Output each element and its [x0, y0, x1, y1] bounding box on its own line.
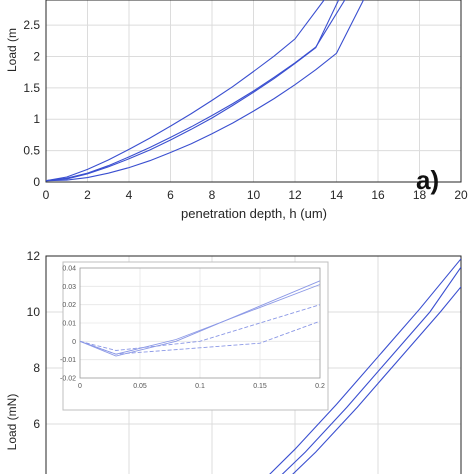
panel-a-x-tick-label: 16	[371, 188, 385, 202]
panel-a-y-axis-label: Load (m	[5, 28, 19, 72]
inset-y-tick-label: -0.01	[60, 357, 76, 364]
panel-a-x-tick-label: 10	[247, 188, 261, 202]
panel-b-series	[269, 258, 461, 474]
inset-series	[79, 280, 321, 357]
inset-x-tick-label: 0.1	[195, 383, 205, 390]
panel-a-series-line-1	[46, 0, 325, 182]
inset-y-tick-label: 0.01	[62, 321, 76, 328]
inset-y-tick-label: 0	[72, 339, 76, 346]
panel-b-y-tick-label: 12	[27, 249, 41, 263]
panel-a-y-tick-label: 2	[33, 49, 40, 63]
panel-a-y-tick-label: 0.5	[23, 144, 40, 158]
inset-x-tick-labels: 0 0.05 0.1 0.15 0.2	[78, 383, 325, 390]
panel-a-x-tick-label: 6	[167, 188, 174, 202]
panel-b-series-line-2	[281, 266, 461, 474]
inset: 0 0.05 0.1 0.15 0.2 0.04 0.03 0.02 0.01 0 -0.01 -0…	[60, 261, 329, 411]
panel-b-series-line-3	[292, 286, 461, 474]
panel-a-label: a)	[416, 165, 439, 195]
inset-y-tick-label: 0.03	[62, 284, 76, 291]
inset-x-tick-label: 0.05	[133, 383, 147, 390]
inset-y-tick-label: -0.02	[60, 376, 76, 383]
panel-a-x-tick-label: 12	[288, 188, 302, 202]
panel-a-x-tick-label: 20	[454, 188, 468, 202]
panel-a: 0 2 4 6 8 10 12 14 16 18 20 0 0.5 1 1.5 2 2.5 penetrati…	[5, 0, 468, 221]
inset-plot-area	[79, 267, 321, 379]
panel-b-y-tick-label: 8	[33, 361, 40, 375]
inset-x-tick-label: 0.15	[253, 383, 267, 390]
panel-b-y-axis-label: Load (mN)	[5, 394, 19, 451]
panel-a-series-line-4	[46, 0, 364, 182]
panel-a-series-line-3	[46, 0, 340, 182]
panel-b-y-tick-labels: 1210864	[27, 249, 41, 474]
panel-a-y-tick-label: 1.5	[23, 81, 40, 95]
panel-b-plot-frame	[45, 255, 462, 474]
panel-b-y-tick-label: 10	[27, 305, 41, 319]
panel-b-y-tick-label: 6	[33, 417, 40, 431]
panel-a-x-tick-label: 8	[209, 188, 216, 202]
panel-a-x-tick-label: 18	[413, 188, 427, 202]
inset-y-tick-label: 0.04	[62, 266, 76, 273]
inset-x-tick-label: 0	[78, 383, 82, 390]
panel-b-series-line-1	[269, 258, 461, 474]
inset-series-line-3	[79, 304, 321, 351]
panel-a-x-tick-labels: 0 2 4 6 8 10 12 14 16 18 20	[43, 188, 468, 202]
panel-a-series	[46, 0, 364, 182]
panel-b: 1210864 Load (mN) 00.050.10.150.2 0.040.…	[5, 249, 462, 474]
panel-a-grid	[46, 0, 461, 182]
panel-a-x-tick-label: 14	[330, 188, 344, 202]
inset-y-tick-labels: 0.04 0.03 0.02 0.01 0 -0.01 -0.02	[60, 266, 76, 383]
panel-a-x-tick-label: 2	[84, 188, 91, 202]
panel-a-x-tick-label: 4	[126, 188, 133, 202]
panel-a-y-tick-label: 0	[33, 175, 40, 189]
panel-a-y-tick-label: 1	[33, 112, 40, 126]
panel-a-x-axis-label: penetration depth, h (um)	[181, 206, 327, 221]
inset-series-line-1	[79, 280, 321, 357]
panel-a-plot-area	[45, 0, 462, 183]
inset-x-tick-label: 0.2	[315, 383, 325, 390]
panel-a-series-line-2	[46, 0, 346, 182]
panel-a-y-tick-labels: 0 0.5 1 1.5 2 2.5	[23, 18, 40, 189]
panel-a-y-tick-label: 2.5	[23, 18, 40, 32]
inset-y-tick-label: 0.02	[62, 302, 76, 309]
panel-a-x-tick-label: 0	[43, 188, 50, 202]
inset-series-line-4	[79, 320, 321, 355]
